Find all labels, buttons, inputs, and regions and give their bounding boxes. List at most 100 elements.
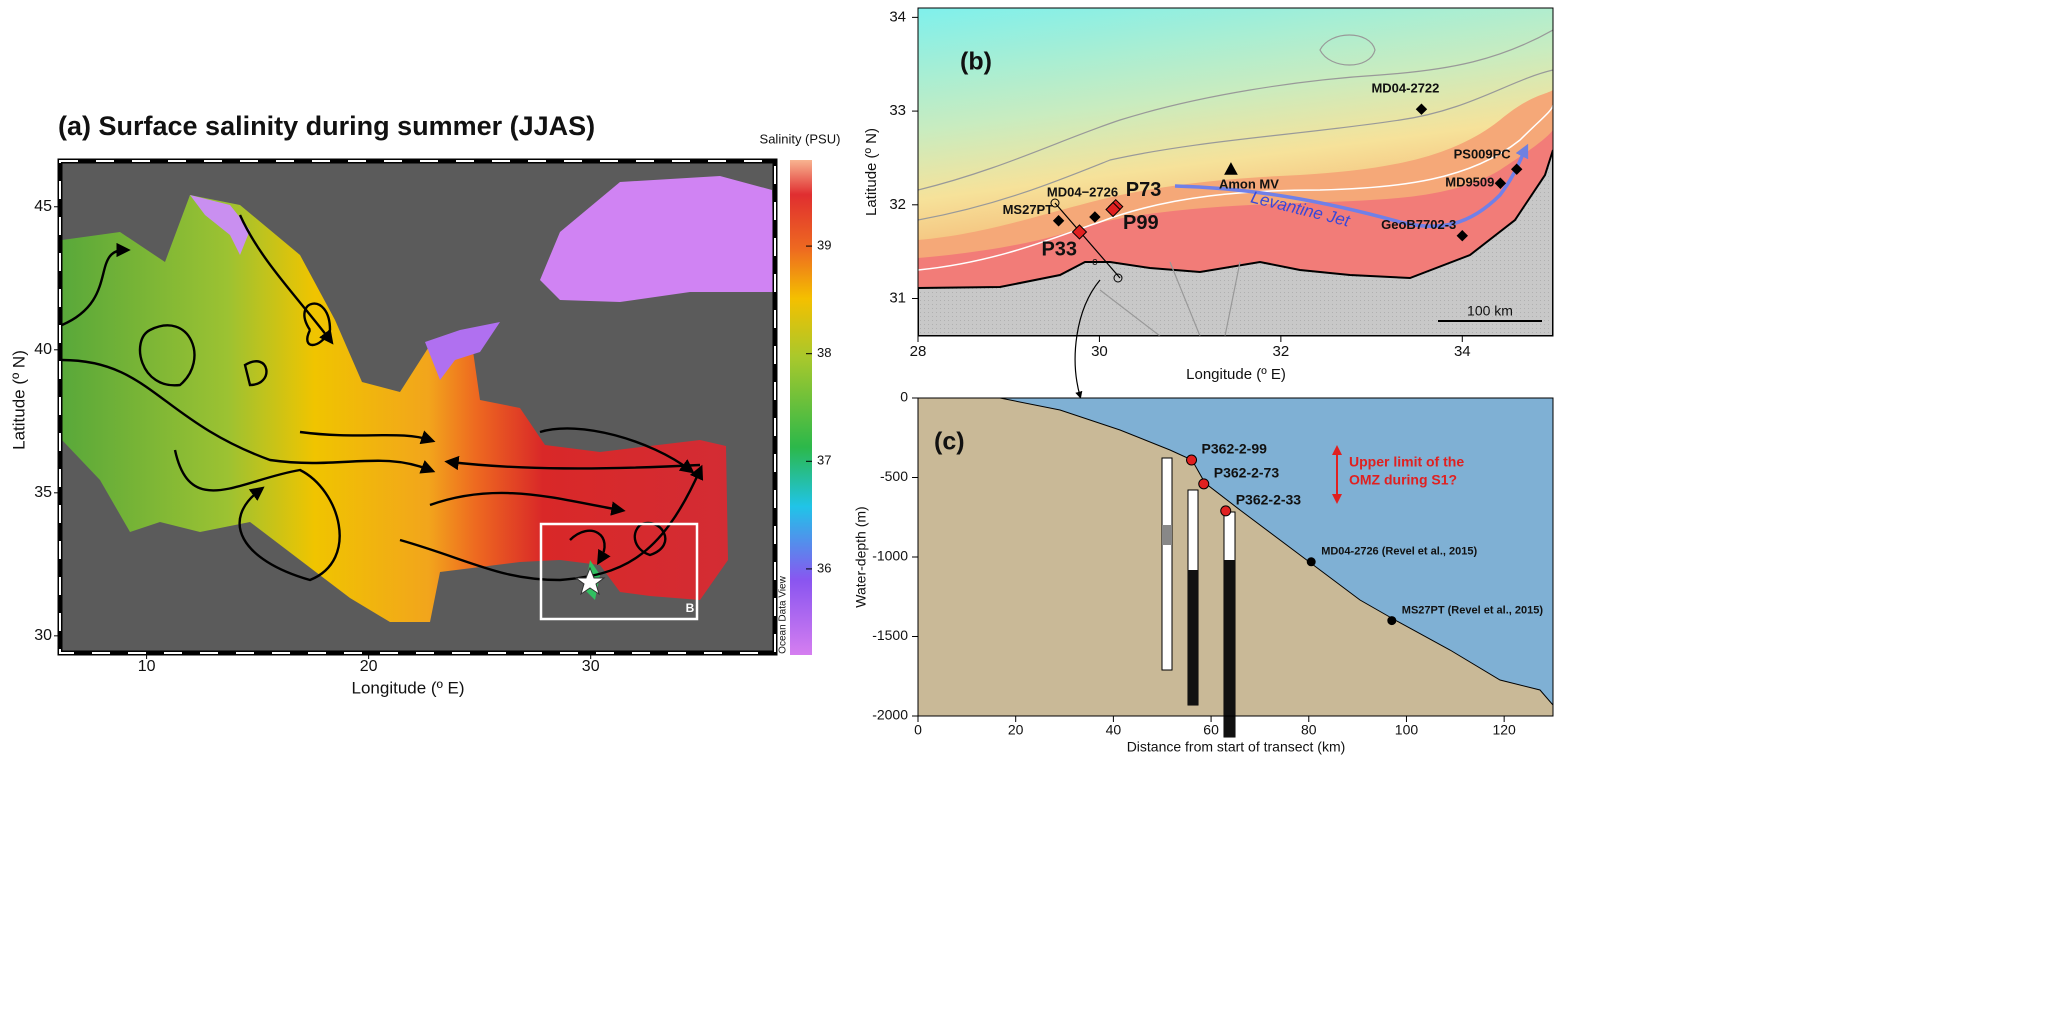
x-tick-label: 30 (582, 658, 600, 675)
x-tick-label: 10 (138, 658, 156, 675)
y-tick-label: 34 (889, 8, 906, 25)
sea-surface (62, 195, 728, 622)
map-b (918, 8, 1553, 336)
x-label: Longitude (º E) (1186, 366, 1286, 383)
site-marker (1071, 224, 1088, 240)
y-tick-label: 32 (889, 196, 906, 213)
y-tick-label: -1000 (872, 548, 908, 564)
site-label: PS009PC (1454, 147, 1512, 162)
y-tick-label: 30 (34, 627, 52, 644)
jet-arrow (1174, 143, 1529, 229)
core-unit (1188, 570, 1198, 705)
colorbar-tick-label: 38 (817, 345, 831, 360)
site-marker (1456, 230, 1468, 242)
transect-line (1054, 202, 1121, 279)
site-marker (1494, 177, 1507, 189)
y-tick-label: 33 (889, 102, 906, 119)
point-label: P362-2-99 (1202, 441, 1268, 457)
site-marker (1511, 163, 1523, 175)
site-label: Amon MV (1219, 177, 1279, 192)
site-label: P99 (1123, 212, 1159, 234)
cores (1161, 457, 1236, 738)
site-star (574, 566, 606, 596)
x-tick-label: 0 (914, 722, 922, 738)
scale-label: 100 km (1467, 303, 1513, 319)
x-tick-label: 80 (1301, 722, 1317, 738)
transect-label: c (1092, 256, 1098, 268)
y-tick-label: -1500 (872, 627, 908, 643)
isobaths (918, 29, 1553, 336)
point-label: MS27PT (Revel et al., 2015) (1402, 605, 1544, 617)
x-label: Longitude (º E) (352, 678, 465, 697)
land (918, 149, 1553, 336)
y-label: Latitude (º N) (9, 350, 28, 450)
x-tick-label: 20 (1008, 722, 1024, 738)
colorbar-tick-label: 37 (817, 453, 831, 468)
colorbar-tick-label: 39 (817, 238, 831, 253)
x-tick-label: 40 (1106, 722, 1122, 738)
site-marker (1224, 162, 1238, 175)
y-tick-label: 40 (34, 341, 52, 358)
x-tick-label: 60 (1203, 722, 1219, 738)
y-label: Latitude (º N) (863, 128, 880, 216)
site-label: MD04-2722 (1371, 81, 1439, 96)
panel-label: (c) (934, 428, 965, 456)
x-tick-label: 20 (360, 658, 378, 675)
point-label: MD04-2726 (Revel et al., 2015) (1321, 546, 1477, 558)
black-sea (540, 176, 774, 302)
isobaths (918, 104, 1553, 271)
y-tick-label: -500 (880, 468, 908, 484)
core (1161, 457, 1173, 671)
site-label: MD04−2726 (1047, 184, 1118, 199)
site-point (1186, 454, 1198, 466)
site-marker (1089, 211, 1101, 223)
region-box (539, 522, 699, 621)
credit: Ocean Data View (778, 575, 789, 653)
currents (61, 214, 704, 582)
site-point (1198, 478, 1210, 490)
x-tick-label: 120 (1492, 722, 1516, 738)
box-label: B (686, 601, 695, 615)
axes-frame (59, 160, 776, 654)
site-label: MS27PT (1003, 202, 1054, 217)
core-unit (1162, 525, 1172, 545)
x-tick-label: 34 (1454, 343, 1471, 360)
x-tick-label: 30 (1091, 343, 1108, 360)
point-label: P362-2-33 (1236, 492, 1302, 508)
axes-frame (917, 7, 1554, 337)
y-tick-label: -2000 (872, 707, 908, 723)
site-label: P33 (1041, 238, 1077, 260)
y-tick-label: 31 (889, 289, 906, 306)
annotation: OMZ during S1? (1349, 472, 1457, 488)
site-label: MD9509 (1445, 175, 1494, 190)
x-tick-label: 28 (910, 343, 927, 360)
site-point (1306, 557, 1316, 567)
y-label: Water-depth (m) (853, 506, 869, 607)
site-marker (1052, 215, 1065, 227)
site-marker (1415, 103, 1428, 115)
site-point (1387, 616, 1397, 626)
colorbar-tick-label: 36 (817, 560, 831, 575)
transect-end (1050, 198, 1060, 208)
y-tick-label: 45 (34, 198, 52, 215)
core-unit (1224, 560, 1235, 737)
site-marker (1105, 201, 1121, 218)
low-salinity (425, 322, 500, 380)
map-a: B (57, 158, 812, 656)
colorbar (790, 160, 812, 655)
x-tick-label: 32 (1273, 343, 1290, 360)
panel-label: (b) (960, 48, 992, 76)
y-tick-label: 35 (34, 484, 52, 501)
site-label: GeoB7702-3 (1381, 217, 1456, 232)
site-label: P73 (1126, 179, 1162, 201)
site-point (1220, 505, 1232, 517)
point-label: P362-2-73 (1214, 465, 1280, 481)
y-tick-label: 0 (900, 389, 908, 405)
annotation: Upper limit of the (1349, 454, 1464, 470)
colorbar-label: Salinity (PSU) (760, 131, 841, 146)
low-salinity (190, 195, 250, 255)
x-label: Distance from start of transect (km) (1127, 739, 1346, 755)
x-tick-label: 100 (1395, 722, 1419, 738)
title: (a) Surface salinity during summer (JJAS… (58, 111, 595, 141)
